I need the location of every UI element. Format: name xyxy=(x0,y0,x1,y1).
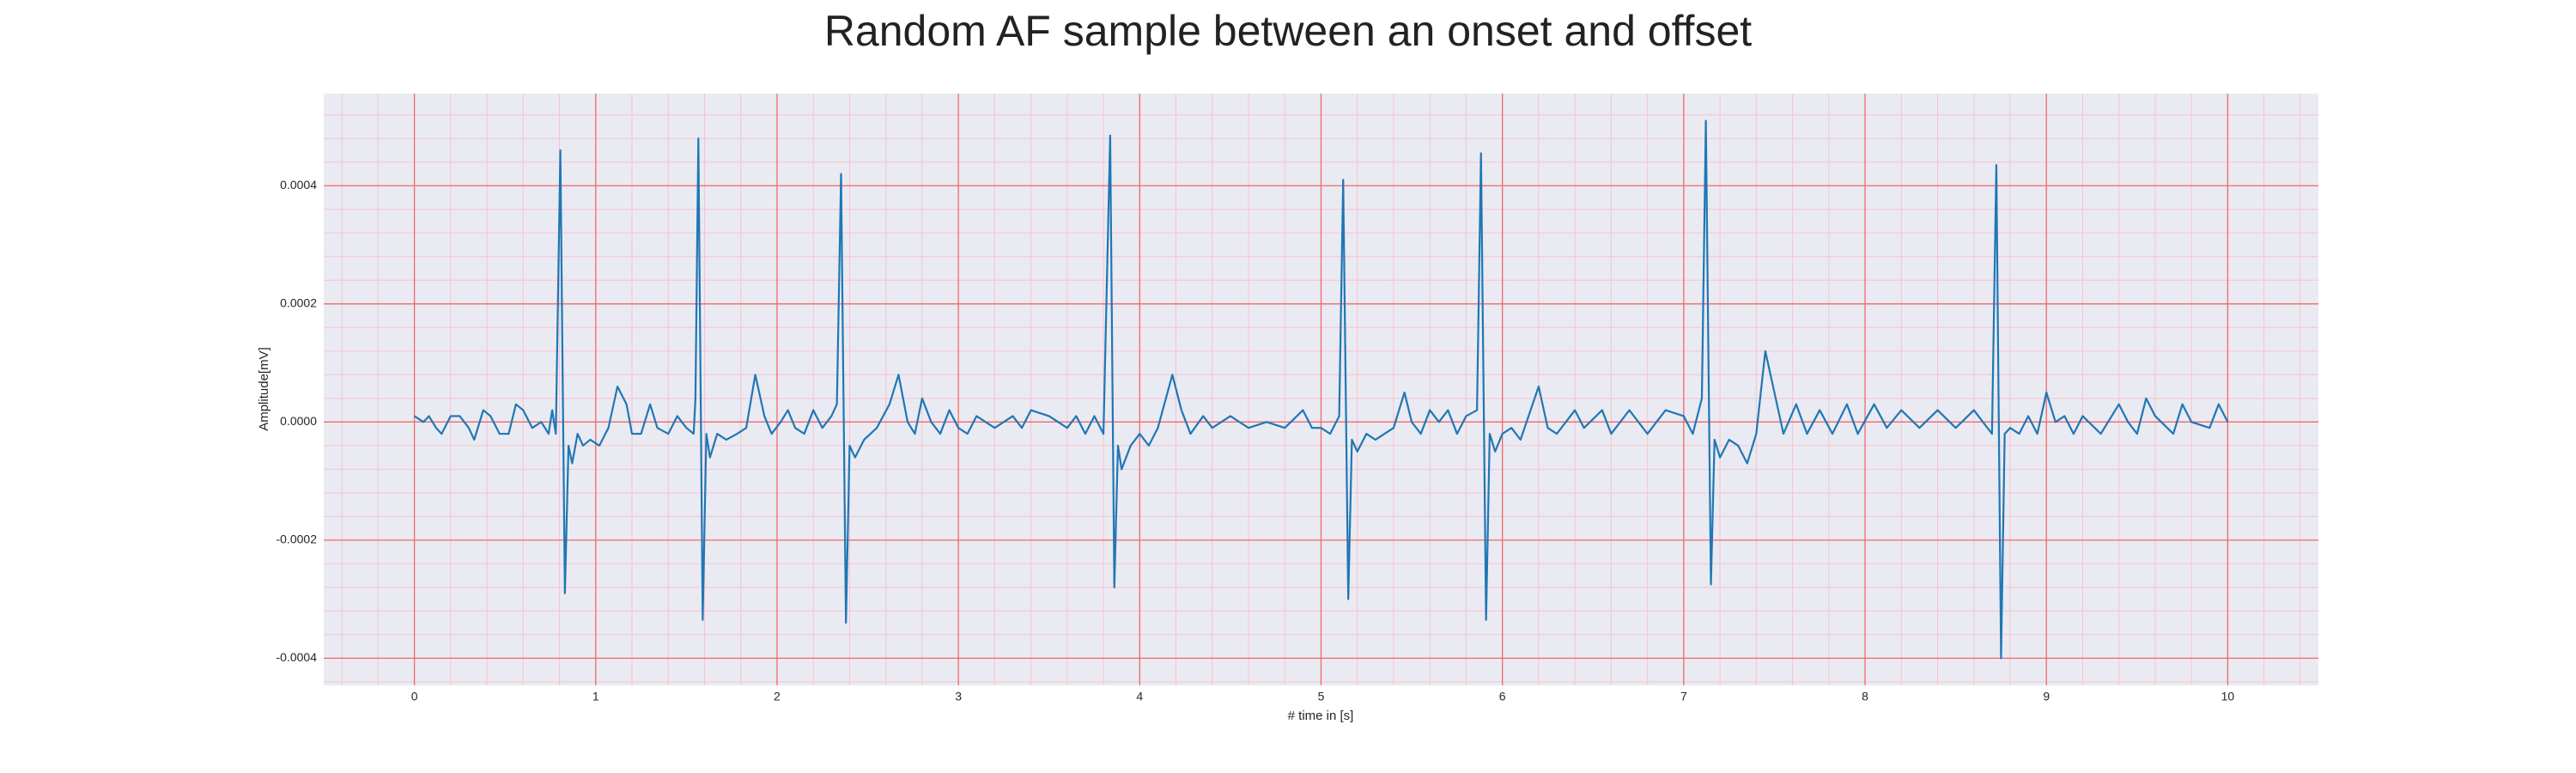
x-tick-label: 7 xyxy=(1680,690,1687,703)
x-tick-label: 8 xyxy=(1862,690,1868,703)
signal-line xyxy=(413,119,2229,660)
x-axis-label: # time in [s] xyxy=(1288,709,1354,723)
y-tick-label: -0.0002 xyxy=(276,533,318,546)
x-tick-label: 10 xyxy=(2221,690,2235,703)
x-tick-label: 9 xyxy=(2043,690,2050,703)
x-tick-label: 1 xyxy=(592,690,599,703)
x-tick-label: 4 xyxy=(1136,690,1143,703)
y-tick-label: 0.0004 xyxy=(280,178,317,192)
y-axis-label: Amplitude[mV] xyxy=(257,347,271,431)
x-tick-label: 6 xyxy=(1499,690,1506,703)
y-tick-label: 0.0000 xyxy=(280,414,317,428)
x-tick-label: 2 xyxy=(774,690,781,703)
x-tick-label: 5 xyxy=(1318,690,1325,703)
x-tick-label: 0 xyxy=(411,690,418,703)
y-tick-label: -0.0004 xyxy=(276,650,318,664)
chart-title: Random AF sample between an onset and of… xyxy=(824,7,1752,55)
x-tick-label: 3 xyxy=(955,690,962,703)
y-tick-label: 0.0002 xyxy=(280,295,317,309)
